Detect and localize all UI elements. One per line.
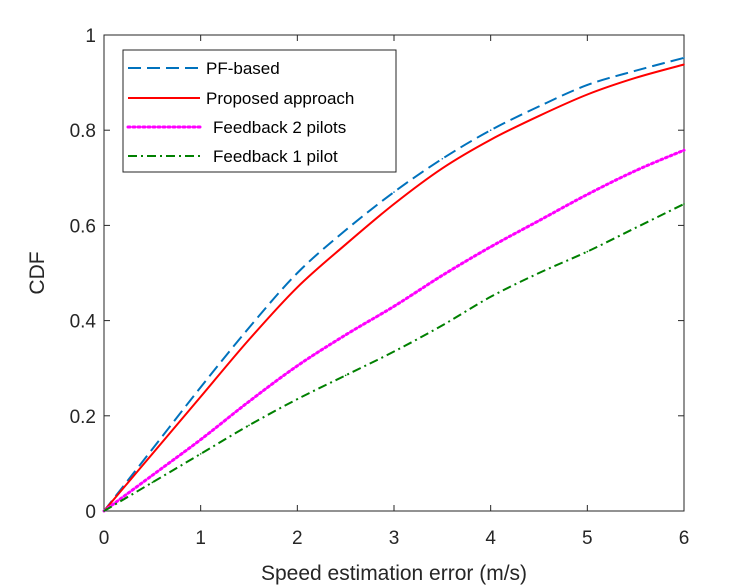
data-point bbox=[441, 157, 444, 160]
y-tick-label-1: 1 bbox=[85, 26, 96, 47]
data-point bbox=[634, 169, 637, 172]
data-point bbox=[103, 510, 105, 512]
y-tick-label-0.8: 0.8 bbox=[70, 121, 96, 142]
data-point bbox=[296, 398, 299, 400]
data-point bbox=[199, 438, 202, 441]
data-point bbox=[393, 191, 395, 193]
data-point bbox=[683, 149, 685, 151]
data-point bbox=[248, 326, 250, 329]
y-tick-label-0.2: 0.2 bbox=[70, 407, 96, 428]
x-tick-label-1: 1 bbox=[195, 528, 206, 549]
x-axis-label: Speed estimation error (m/s) bbox=[261, 562, 527, 585]
data-point bbox=[538, 115, 540, 117]
series-group bbox=[102, 56, 686, 513]
tick-marks-group bbox=[103, 34, 685, 512]
x-tick-label-6: 6 bbox=[679, 528, 690, 549]
data-point bbox=[586, 93, 589, 96]
data-point bbox=[151, 453, 154, 455]
legend-label-feedback-2-pilots: Feedback 2 pilots bbox=[213, 118, 346, 137]
y-tick-label-0.4: 0.4 bbox=[70, 312, 97, 333]
data-point bbox=[634, 77, 637, 79]
data-point bbox=[586, 250, 589, 253]
data-point bbox=[344, 243, 347, 246]
data-point bbox=[634, 226, 637, 229]
data-point bbox=[489, 129, 492, 131]
data-point bbox=[199, 386, 202, 389]
data-point bbox=[199, 453, 202, 455]
data-point bbox=[248, 338, 250, 341]
y-tick-labels: 0 0.2 0.4 0.6 0.8 1 bbox=[70, 26, 97, 523]
data-point bbox=[296, 272, 299, 274]
data-point bbox=[296, 286, 299, 289]
data-point bbox=[586, 84, 589, 86]
x-tick-labels: 0 1 2 3 4 5 6 bbox=[99, 528, 690, 549]
data-point bbox=[683, 63, 685, 66]
x-tick-label-4: 4 bbox=[485, 528, 496, 549]
y-axis-label: CDF bbox=[26, 251, 49, 294]
data-point bbox=[248, 400, 250, 403]
data-point bbox=[441, 324, 444, 327]
x-tick-label-3: 3 bbox=[389, 528, 400, 549]
data-point bbox=[151, 474, 154, 477]
x-tick-label-5: 5 bbox=[582, 528, 593, 549]
data-point bbox=[538, 105, 540, 108]
data-point bbox=[199, 395, 202, 398]
data-point bbox=[393, 203, 395, 205]
data-point bbox=[586, 193, 589, 196]
legend-label-feedback-1-pilot: Feedback 1 pilot bbox=[213, 147, 338, 166]
data-point bbox=[538, 272, 540, 274]
data-point bbox=[489, 296, 492, 298]
y-tick-label-0.6: 0.6 bbox=[70, 216, 96, 237]
data-point bbox=[489, 138, 492, 141]
data-point bbox=[151, 448, 154, 450]
x-tick-label-2: 2 bbox=[292, 528, 303, 549]
data-point bbox=[441, 274, 444, 277]
legend-label-proposed-approach: Proposed approach bbox=[206, 89, 354, 108]
data-point bbox=[296, 365, 299, 367]
data-point bbox=[441, 167, 444, 170]
data-point bbox=[151, 481, 154, 484]
data-point bbox=[538, 219, 540, 222]
data-point bbox=[344, 229, 347, 231]
data-point bbox=[489, 246, 492, 248]
x-tick-label-0: 0 bbox=[99, 528, 110, 549]
legend-label-pf-based: PF-based bbox=[206, 59, 280, 78]
data-point bbox=[683, 57, 685, 59]
data-point bbox=[393, 305, 395, 308]
y-tick-label-0: 0 bbox=[85, 502, 96, 523]
data-point bbox=[683, 203, 685, 205]
data-point bbox=[344, 334, 347, 336]
data-point bbox=[344, 374, 347, 377]
data-point bbox=[634, 69, 637, 72]
data-point bbox=[248, 424, 250, 427]
legend: PF-based Proposed approach Feedback 2 pi… bbox=[122, 49, 397, 173]
legend-box bbox=[122, 49, 397, 173]
data-point bbox=[393, 350, 395, 353]
